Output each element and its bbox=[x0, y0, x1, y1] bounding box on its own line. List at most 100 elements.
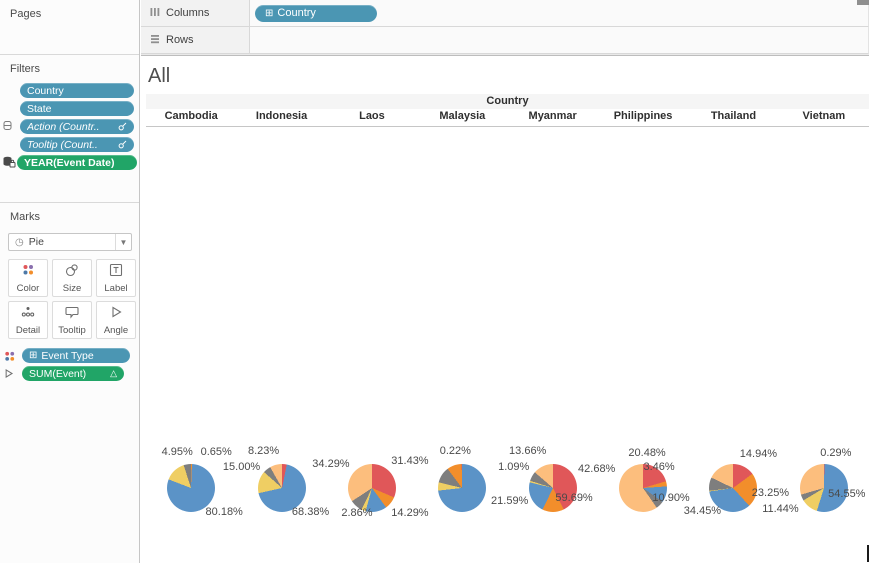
filter-row: Action (Countr.. bbox=[0, 118, 139, 136]
filter-pill-year-event-date[interactable]: YEAR(Event Date) bbox=[17, 155, 137, 170]
filter-pill-state[interactable]: State bbox=[20, 101, 134, 116]
delta-icon: △ bbox=[110, 368, 117, 378]
pie-label: 15.00% bbox=[222, 461, 261, 473]
column-header-laos[interactable]: Laos bbox=[359, 110, 385, 122]
filter-pill-country[interactable]: Country bbox=[20, 83, 134, 98]
mark-type-dropdown[interactable]: ◷ Pie ▼ bbox=[8, 233, 132, 251]
marks-button-detail[interactable]: Detail bbox=[8, 301, 48, 339]
pie-label: 0.65% bbox=[200, 446, 232, 458]
marks-button-size[interactable]: Size bbox=[52, 259, 92, 297]
pie-chart-philippines[interactable] bbox=[619, 464, 668, 512]
marks-pill-row: SUM(Event) △ bbox=[0, 366, 139, 383]
link-icon bbox=[118, 140, 127, 149]
filter-pill-label: YEAR(Event Date) bbox=[24, 156, 115, 169]
filter-pill-label: State bbox=[27, 102, 52, 115]
pie-chart-cambodia[interactable] bbox=[167, 464, 216, 512]
worksheet-canvas: All Country Cambodia Indonesia Laos Malaysi… bbox=[141, 55, 869, 563]
filter-pill-tooltip-count[interactable]: Tooltip (Count.. bbox=[20, 137, 134, 152]
pie-label: 0.22% bbox=[439, 445, 471, 457]
pie-chart-malaysia[interactable] bbox=[438, 464, 487, 512]
filter-pill-label: Country bbox=[27, 84, 64, 97]
pie-label: 42.68% bbox=[578, 463, 616, 475]
column-header-indonesia[interactable]: Indonesia bbox=[255, 110, 308, 122]
angle-icon bbox=[109, 305, 123, 324]
pie-label: 1.09% bbox=[498, 461, 530, 473]
marks-button-label: Tooltip bbox=[58, 325, 86, 336]
color-dots-icon bbox=[3, 350, 16, 363]
pie-label: 59.69% bbox=[555, 492, 593, 504]
filter-row: YEAR(Event Date) bbox=[0, 154, 139, 172]
pie-label: 34.45% bbox=[683, 505, 722, 517]
column-header-vietnam[interactable]: Vietnam bbox=[802, 110, 846, 122]
color-icon bbox=[21, 263, 35, 282]
filter-row: Country bbox=[0, 82, 139, 100]
shelf-separator bbox=[141, 54, 869, 55]
marks-button-tooltip[interactable]: Tooltip bbox=[52, 301, 92, 339]
rows-icon bbox=[150, 34, 160, 47]
pages-shelf[interactable]: Pages bbox=[0, 0, 139, 55]
pie-label: 21.59% bbox=[491, 495, 529, 507]
column-headers-row: Cambodia Indonesia Laos Malaysia Myanmar Phil… bbox=[146, 109, 869, 127]
column-header-malaysia[interactable]: Malaysia bbox=[439, 110, 486, 122]
column-header-thailand[interactable]: Thailand bbox=[710, 110, 757, 122]
marks-pill-label: SUM(Event) bbox=[29, 367, 87, 380]
filters-label: Filters bbox=[10, 63, 40, 75]
marks-button-color[interactable]: Color bbox=[8, 259, 48, 297]
columns-shelf: Columns ⊞ Country bbox=[141, 0, 869, 27]
pie-label: 2.86% bbox=[341, 507, 373, 519]
pie-label: 11.44% bbox=[762, 503, 799, 515]
column-header-myanmar[interactable]: Myanmar bbox=[528, 110, 577, 122]
column-field-header[interactable]: Country bbox=[146, 94, 869, 109]
columns-icon bbox=[150, 7, 160, 20]
left-sidebar: Pages Filters Country State Action (Countr… bbox=[0, 0, 140, 563]
marks-button-label: Label bbox=[104, 283, 128, 294]
marks-button-angle[interactable]: Angle bbox=[96, 301, 136, 339]
size-icon bbox=[65, 263, 79, 282]
pie-chart-indonesia[interactable] bbox=[257, 464, 306, 512]
columns-shelf-label: Columns bbox=[141, 0, 250, 27]
expand-icon[interactable]: ⊞ bbox=[265, 7, 274, 19]
scrollbar-corner bbox=[857, 0, 869, 5]
marks-card: Marks ◷ Pie ▼ Color Size Label Detail Toolti… bbox=[0, 203, 139, 562]
rows-shelf: Rows bbox=[141, 27, 869, 54]
rows-shelf-area[interactable] bbox=[250, 27, 869, 54]
pie-chart-thailand[interactable] bbox=[709, 464, 758, 512]
filter-row: State bbox=[0, 100, 139, 118]
marks-button-label: Size bbox=[62, 283, 82, 294]
column-header-cambodia[interactable]: Cambodia bbox=[164, 110, 218, 122]
pie-chart-vietnam[interactable] bbox=[799, 464, 848, 512]
label-icon bbox=[109, 263, 123, 282]
columns-pill-label: Country bbox=[277, 7, 316, 19]
scrollbar-thumb[interactable] bbox=[867, 545, 869, 562]
pages-label: Pages bbox=[10, 8, 42, 20]
marks-pill-event-type[interactable]: ⊞ Event Type bbox=[22, 348, 130, 363]
pie-label: 0.29% bbox=[820, 447, 852, 459]
marks-pill-sum-event[interactable]: SUM(Event) △ bbox=[22, 366, 124, 381]
exclude-icon bbox=[3, 120, 12, 131]
chevron-down-icon[interactable]: ▼ bbox=[115, 234, 131, 250]
pie-label: 34.29% bbox=[312, 458, 350, 470]
rows-shelf-label: Rows bbox=[141, 27, 250, 54]
marks-button-label[interactable]: Label bbox=[96, 259, 136, 297]
column-header-philippines[interactable]: Philippines bbox=[613, 110, 673, 122]
marks-label: Marks bbox=[10, 211, 40, 223]
marks-button-label: Color bbox=[16, 283, 40, 294]
pie-label: 23.25% bbox=[751, 487, 790, 499]
pie-label: 3.46% bbox=[643, 461, 675, 473]
columns-shelf-area[interactable]: ⊞ Country bbox=[250, 0, 869, 27]
pie-label: 31.43% bbox=[391, 455, 429, 467]
filters-shelf[interactable]: Filters Country State Action (Countr.. Tool… bbox=[0, 55, 139, 203]
expand-icon[interactable]: ⊞ bbox=[29, 350, 38, 361]
pie-mark-icon: ◷ bbox=[15, 236, 24, 248]
marks-pill-label: Event Type bbox=[41, 349, 94, 362]
detail-icon bbox=[21, 305, 35, 324]
marks-button-label: Detail bbox=[15, 325, 41, 336]
mark-type-value: Pie bbox=[28, 236, 44, 248]
pie-chart-myanmar[interactable] bbox=[528, 464, 577, 512]
filter-pill-label: Action (Countr.. bbox=[27, 120, 100, 133]
columns-pill-country[interactable]: ⊞ Country bbox=[255, 4, 377, 22]
pie-label: 14.94% bbox=[739, 448, 778, 460]
pie-chart-laos[interactable] bbox=[347, 464, 396, 512]
pie-label: 8.23% bbox=[247, 445, 280, 457]
filter-pill-action-countr[interactable]: Action (Countr.. bbox=[20, 119, 134, 134]
